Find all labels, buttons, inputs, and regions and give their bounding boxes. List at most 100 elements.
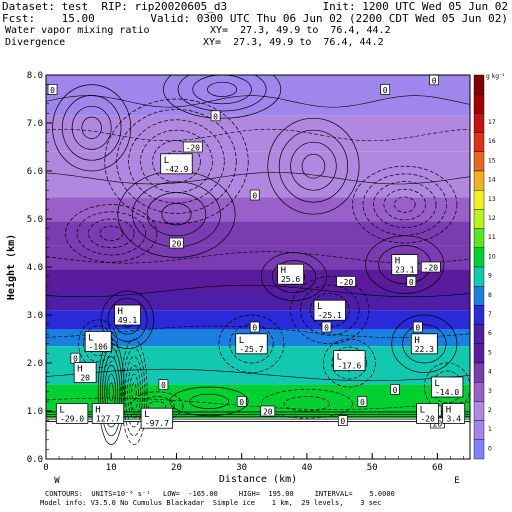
svg-text:20: 20 bbox=[433, 420, 443, 429]
contour-line bbox=[83, 325, 114, 363]
contour-line bbox=[365, 235, 445, 294]
moisture-band bbox=[46, 269, 470, 291]
extremum-label: L-20 bbox=[416, 402, 440, 424]
field2-name: Divergence bbox=[5, 37, 66, 48]
contour-line bbox=[65, 204, 158, 263]
colorbar-swatch bbox=[473, 286, 485, 306]
colorbar-level-label: 6 bbox=[488, 330, 492, 337]
contour-line bbox=[218, 314, 285, 373]
svg-text:127.7: 127.7 bbox=[96, 414, 120, 423]
svg-text:-42.9: -42.9 bbox=[164, 165, 188, 174]
colorbar-level-label: 1 bbox=[488, 426, 492, 433]
colorbar-swatch bbox=[473, 228, 485, 249]
colorbar-level-label: 17 bbox=[488, 119, 496, 126]
contour-label: 0 bbox=[249, 321, 260, 333]
extremum-label: H22.3 bbox=[410, 333, 438, 355]
moisture-band bbox=[46, 310, 470, 330]
y-axis: 0.0 1.0 2.0 3.0 4.0 5.0 6.0 7.0 8.0 bbox=[27, 71, 52, 465]
contour-label: 0 bbox=[158, 379, 169, 390]
contour-line bbox=[290, 141, 337, 191]
contour-line bbox=[402, 324, 447, 364]
contour-label: 0 bbox=[380, 84, 391, 95]
contour-label: 0 bbox=[406, 276, 417, 287]
y-tick-label: 4.0 bbox=[27, 263, 43, 273]
colorbar-swatch bbox=[473, 324, 485, 345]
contour-line bbox=[78, 319, 119, 369]
contour-line bbox=[71, 105, 112, 150]
contour-label: 0 bbox=[390, 384, 400, 395]
svg-text:20: 20 bbox=[263, 408, 273, 417]
contour-line bbox=[129, 373, 139, 410]
contour-line bbox=[52, 84, 132, 172]
svg-text:0: 0 bbox=[340, 417, 345, 426]
header-valid: Valid: 0300 UTC Thu 06 Jun 02 (2200 CDT … bbox=[150, 12, 508, 25]
x-tick-label: 30 bbox=[236, 463, 247, 473]
colorbar-swatch bbox=[473, 132, 485, 153]
contour-line bbox=[362, 173, 447, 236]
contour-line bbox=[46, 172, 470, 185]
contour-line bbox=[207, 81, 238, 97]
svg-text:-20: -20 bbox=[424, 264, 439, 273]
contour-line bbox=[46, 95, 470, 108]
y-tick-label: 8.0 bbox=[27, 71, 43, 81]
colorbar-level-label: 0 bbox=[488, 445, 492, 452]
colorbar-level-label: 8 bbox=[488, 292, 492, 299]
colorbar-unit-label: g kg⁻¹ bbox=[486, 73, 505, 80]
svg-text:0: 0 bbox=[161, 381, 166, 390]
svg-text:-17.6: -17.6 bbox=[337, 362, 361, 371]
svg-text:-25.7: -25.7 bbox=[239, 345, 263, 354]
contour-line bbox=[169, 386, 249, 417]
colorbar-level-label: 9 bbox=[488, 273, 492, 280]
svg-text:0: 0 bbox=[415, 324, 420, 333]
field1-name: Water vapor mixing ratio bbox=[5, 25, 150, 36]
extremum-label: L-25.1 bbox=[313, 299, 346, 321]
y-tick-label: 0.0 bbox=[27, 455, 43, 465]
contour-label: 0 bbox=[337, 415, 348, 426]
contour-label: 0 bbox=[321, 321, 332, 333]
contour-line bbox=[391, 314, 458, 373]
contour-label: -20 bbox=[336, 276, 356, 287]
svg-text:H: H bbox=[77, 365, 82, 375]
y-tick-label: 7.0 bbox=[27, 119, 43, 129]
contour-label: 0 bbox=[210, 110, 221, 121]
contour-line bbox=[120, 338, 148, 445]
extremum-label: L-106 bbox=[84, 330, 112, 352]
footer-contours: CONTOURS: UNITS=10⁻⁶ s⁻¹ LOW= -165.00 HI… bbox=[45, 490, 395, 498]
svg-text:-29.0: -29.0 bbox=[60, 414, 84, 423]
svg-text:H: H bbox=[95, 405, 100, 415]
contour-line bbox=[322, 338, 376, 388]
contour-label: -20 bbox=[182, 141, 203, 153]
moisture-band bbox=[46, 291, 470, 311]
east-label: E bbox=[454, 476, 459, 486]
contour-label: 0 bbox=[249, 189, 260, 201]
contour-line bbox=[192, 75, 252, 105]
colorbar-level-label: 2 bbox=[488, 407, 492, 414]
colorbar-level-label: 3 bbox=[488, 388, 492, 395]
extremum-label: L-97.7 bbox=[140, 407, 174, 429]
moisture-band bbox=[46, 75, 470, 116]
contour-line bbox=[383, 188, 426, 221]
contour-line bbox=[331, 346, 368, 380]
svg-text:L: L bbox=[144, 410, 149, 420]
contour-line bbox=[177, 75, 267, 112]
contour-label: 0 bbox=[412, 321, 423, 333]
extremum-label: H25.6 bbox=[277, 263, 305, 285]
svg-text:H: H bbox=[118, 307, 123, 317]
contour-line bbox=[301, 153, 326, 179]
colorbar-swatch bbox=[473, 305, 485, 325]
colorbar-level-label: 11 bbox=[488, 234, 496, 241]
contour-line bbox=[128, 119, 225, 204]
y-axis-label: Height (km) bbox=[5, 234, 17, 300]
header-fcst: Fcst: 15.00 bbox=[2, 12, 95, 25]
contour-line bbox=[140, 129, 213, 193]
x-tick-label: 20 bbox=[171, 463, 182, 473]
colorbar-level-label: 10 bbox=[488, 253, 496, 260]
contour-line bbox=[104, 98, 249, 225]
y-tick-label: 6.0 bbox=[27, 167, 43, 177]
svg-text:0: 0 bbox=[393, 386, 398, 395]
svg-text:-14.0: -14.0 bbox=[435, 388, 459, 397]
colorbar-swatch bbox=[473, 420, 485, 441]
colorbar-level-label: 12 bbox=[488, 215, 496, 222]
colorbar-swatch bbox=[473, 362, 485, 383]
contour-line bbox=[81, 116, 102, 139]
